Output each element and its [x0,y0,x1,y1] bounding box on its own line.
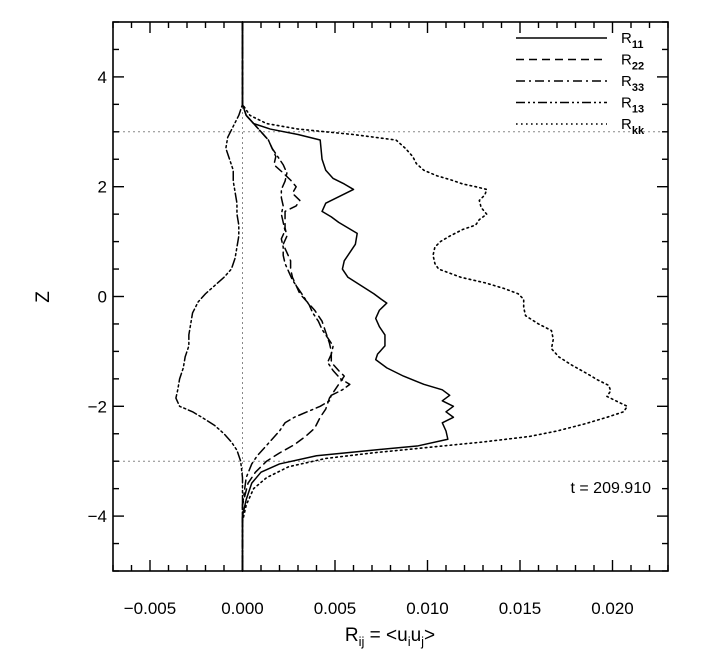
plot-background [113,22,668,571]
x-axis-label-sub3: j [420,634,424,649]
y-tick-label: 4 [98,68,107,87]
time-annotation: t = 209.910 [570,480,651,497]
x-axis-label-mid: u [411,625,422,646]
y-tick-label: −2 [88,397,107,416]
x-tick-label: 0.015 [499,599,542,618]
series-line-r33 [241,21,351,572]
legend-label-rkk: Rkk [621,116,645,137]
plot-frame [112,21,669,572]
legend-label-r33: R33 [621,73,644,94]
x-axis-label-end: > [424,625,435,646]
y-tick-label: 2 [98,178,107,197]
x-tick-label: 0.000 [221,599,264,618]
tick-labels: −0.005 0.000 0.005 0.010 0.015 0.020 −4 −2 0 2 4 [88,68,634,618]
y-axis-label: Z [33,291,54,303]
x-axis-label-main: R [345,625,359,646]
legend-label-r13: R13 [621,95,644,116]
axis-ticks [112,21,669,572]
legend-label-r22: R22 [621,52,644,73]
series-line-r22 [241,21,345,572]
legend-label-r11: R11 [621,30,643,51]
x-tick-label: 0.010 [406,599,449,618]
y-tick-label: 0 [98,288,107,307]
x-axis-label: Rij = <uiuj> [345,625,435,649]
x-tick-label: 0.020 [591,599,634,618]
reference-lines [113,22,668,571]
series-line-r13 [175,21,244,572]
y-tick-label: −4 [88,507,107,526]
x-tick-label: −0.005 [124,599,176,618]
x-tick-label: 0.005 [314,599,357,618]
x-axis-label-tail: = <u [364,625,407,646]
x-axis-label-sub: ij [359,634,365,649]
series-layer [175,21,629,572]
series-line-r11 [241,21,455,572]
x-axis-label-sub2: i [408,634,411,649]
